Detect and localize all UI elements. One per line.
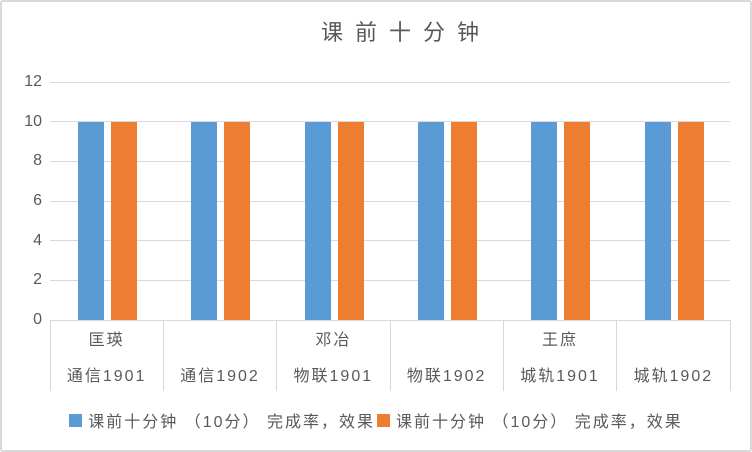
- category-separator: [276, 320, 278, 391]
- bar-通信1901-series1: [78, 121, 104, 320]
- category-separator: [616, 320, 618, 391]
- y-tick-label: 12: [24, 73, 42, 90]
- y-tick-label: 8: [33, 152, 42, 170]
- bar-物联1901-series1: [304, 121, 331, 320]
- category-label: 通信1901: [66, 368, 147, 385]
- bar-物联1902-series1: [418, 121, 444, 320]
- bar-城轨1902-series2: [677, 121, 704, 320]
- legend-label: 课前十分钟 （10分） 完成率，效果: [88, 414, 375, 431]
- y-tick-label: 0: [33, 311, 42, 328]
- gridline: [50, 279, 730, 281]
- legend-swatch-icon: [377, 413, 390, 427]
- legend-swatch-icon: [69, 413, 83, 427]
- legend-entry-series1: 课前十分钟 （10分） 完成率，效果: [69, 408, 375, 432]
- y-tick-label: 10: [24, 112, 42, 130]
- bar-通信1901-series2: [111, 121, 137, 320]
- legend: 课前十分钟 （10分） 完成率，效果 课前十分钟 （10分） 完成率，效果: [2, 405, 750, 435]
- category-separator: [729, 320, 731, 391]
- y-tick-label: 6: [33, 192, 42, 209]
- category-label: 城轨1902: [633, 368, 714, 385]
- gridline: [50, 160, 730, 162]
- gridline: [50, 81, 730, 83]
- category-separator: [502, 320, 504, 391]
- gridline: [50, 121, 730, 123]
- bar-物联1901-series2: [337, 121, 364, 320]
- category-label: 物联1902: [406, 368, 487, 385]
- bar-通信1902-series2: [224, 121, 251, 320]
- category-label: 城轨1901: [520, 368, 600, 385]
- category-group-label: 王庶: [541, 332, 578, 349]
- legend-entry-series2: 课前十分钟 （10分） 完成率，效果: [377, 408, 683, 432]
- bar-城轨1901-series2: [564, 121, 591, 320]
- category-label: 物联1901: [293, 368, 374, 385]
- gridline: [50, 200, 730, 202]
- gridline: [50, 240, 730, 242]
- category-separator: [389, 320, 391, 391]
- category-group-label: 邓冶: [315, 332, 352, 349]
- bar-城轨1902-series1: [644, 121, 671, 320]
- y-tick-label: 2: [33, 271, 42, 289]
- category-label: 通信1902: [180, 368, 260, 385]
- bar-物联1902-series2: [451, 121, 477, 320]
- category-separator: [162, 320, 164, 391]
- category-group-label: 匡瑛: [88, 332, 125, 349]
- bar-通信1902-series1: [191, 121, 218, 320]
- legend-label: 课前十分钟 （10分） 完成率，效果: [396, 414, 683, 431]
- chart-title: 课前十分钟: [320, 20, 491, 45]
- bar-城轨1901-series1: [531, 121, 558, 320]
- y-tick-label: 4: [33, 231, 42, 249]
- category-separator: [49, 320, 51, 391]
